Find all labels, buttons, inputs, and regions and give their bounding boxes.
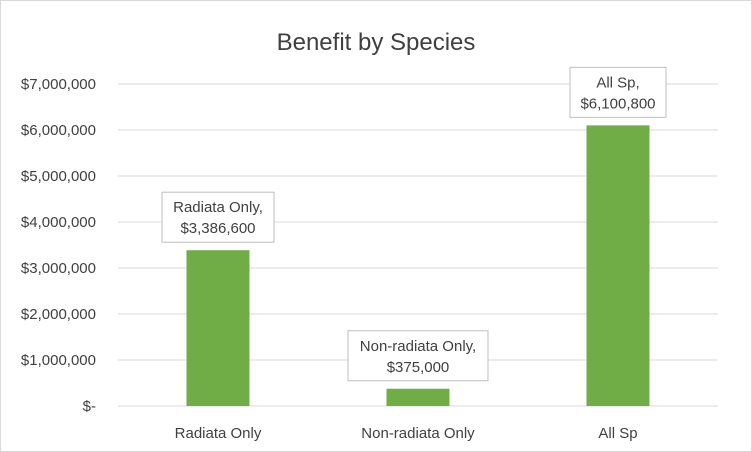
x-tick-label: All Sp — [598, 425, 637, 442]
y-tick-label: $2,000,000 — [21, 306, 96, 323]
data-label-text: All Sp, — [596, 74, 639, 91]
bar — [186, 250, 250, 406]
data-label-box — [347, 330, 489, 382]
x-axis-tick-labels: Radiata Only Non-radiata Only All Sp — [175, 425, 638, 442]
y-tick-label: $3,000,000 — [21, 260, 96, 277]
bar — [386, 388, 450, 406]
y-axis-tick-labels: $- $1,000,000 $2,000,000 $3,000,000 $4,000,0… — [21, 76, 96, 415]
data-label-box — [161, 191, 275, 243]
data-label-text: Non-radiata Only, — [360, 338, 476, 355]
y-tick-label: $1,000,000 — [21, 352, 96, 369]
data-label: All Sp, $6,100,800 — [569, 66, 667, 118]
data-label: Non-radiata Only, $375,000 — [347, 330, 489, 382]
y-tick-label: $7,000,000 — [21, 76, 96, 93]
data-label-text: $375,000 — [387, 359, 450, 376]
x-tick-label: Radiata Only — [175, 425, 262, 442]
data-label: Radiata Only, $3,386,600 — [161, 191, 275, 243]
data-label-text: $3,386,600 — [180, 220, 255, 237]
data-label-box — [569, 66, 667, 118]
y-tick-label: $4,000,000 — [21, 214, 96, 231]
bars — [186, 125, 650, 407]
chart-title: Benefit by Species — [277, 29, 476, 56]
bar — [586, 125, 650, 407]
y-tick-label: $- — [83, 398, 96, 415]
data-label-text: Radiata Only, — [173, 199, 263, 216]
y-tick-label: $6,000,000 — [21, 122, 96, 139]
x-tick-label: Non-radiata Only — [361, 425, 475, 442]
data-labels: Radiata Only, $3,386,600 Non-radiata Only,… — [161, 66, 667, 382]
y-tick-label: $5,000,000 — [21, 168, 96, 185]
data-label-text: $6,100,800 — [580, 95, 655, 112]
